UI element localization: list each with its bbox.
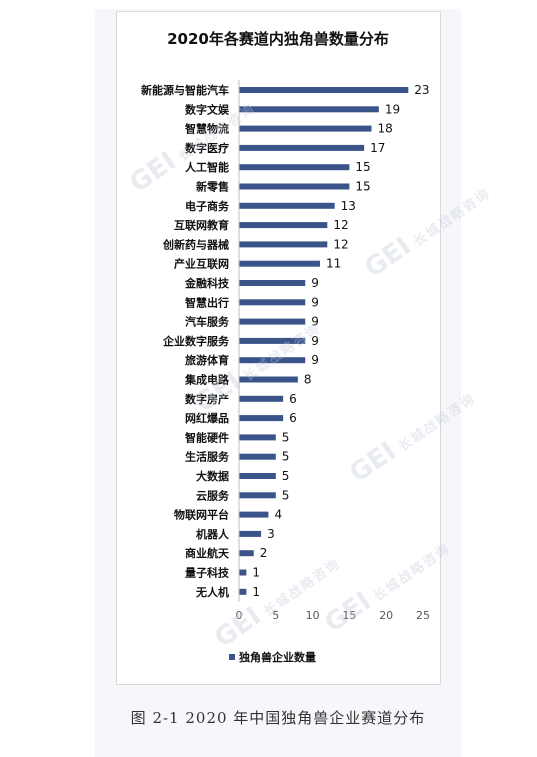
bar xyxy=(239,530,262,537)
figure-caption: 图 2-1 2020 年中国独角兽企业赛道分布 xyxy=(130,709,426,727)
category-label: 数字文娱 xyxy=(185,102,230,116)
data-label: 1 xyxy=(252,566,260,580)
data-label: 5 xyxy=(282,469,290,483)
category-label: 无人机 xyxy=(195,585,229,599)
bar xyxy=(239,473,276,479)
data-label: 9 xyxy=(311,295,319,309)
bar xyxy=(239,280,306,286)
data-label: 1 xyxy=(252,585,260,599)
category-label: 新零售 xyxy=(196,180,229,194)
data-label: 9 xyxy=(311,315,319,329)
bar xyxy=(239,453,276,460)
category-label: 生活服务 xyxy=(185,450,230,464)
category-label: 智能硬件 xyxy=(185,430,229,444)
category-label: 产业互联网 xyxy=(174,257,229,271)
bar xyxy=(239,222,328,229)
data-label: 2 xyxy=(260,546,268,560)
bar xyxy=(239,569,247,576)
category-label: 金融科技 xyxy=(184,276,230,290)
bar xyxy=(239,164,350,171)
x-tick-label: 20 xyxy=(379,609,393,622)
category-label: 企业数字服务 xyxy=(162,334,230,348)
data-label: 23 xyxy=(414,83,429,97)
data-label: 11 xyxy=(326,257,341,271)
category-label: 云服务 xyxy=(196,488,230,502)
category-label: 人工智能 xyxy=(185,160,229,174)
bar xyxy=(239,144,365,151)
bar xyxy=(239,241,328,248)
category-label: 数字房产 xyxy=(185,392,229,406)
x-tick-label: 15 xyxy=(342,609,356,622)
bar xyxy=(239,299,306,306)
category-label: 电子商务 xyxy=(185,199,230,213)
bar xyxy=(239,588,247,595)
data-label: 5 xyxy=(282,450,290,464)
category-label: 互联网教育 xyxy=(174,218,229,232)
data-label: 19 xyxy=(385,102,400,116)
category-label: 大数据 xyxy=(196,469,229,483)
x-tick-label: 0 xyxy=(236,609,243,622)
data-label: 9 xyxy=(311,334,319,348)
data-label: 4 xyxy=(274,508,282,522)
data-label: 17 xyxy=(370,141,385,155)
bar xyxy=(239,415,284,422)
bar xyxy=(239,106,379,113)
category-label: 汽车服务 xyxy=(185,315,230,329)
legend-swatch xyxy=(229,654,235,660)
category-label: 智慧物流 xyxy=(185,122,229,136)
data-label: 9 xyxy=(311,353,319,367)
data-label: 12 xyxy=(333,218,348,232)
category-label: 网红爆品 xyxy=(185,411,229,425)
data-label: 18 xyxy=(377,122,392,136)
bar xyxy=(239,511,269,518)
category-label: 物联网平台 xyxy=(174,508,229,522)
x-tick-label: 5 xyxy=(272,609,279,622)
data-label: 9 xyxy=(311,276,319,290)
data-label: 6 xyxy=(289,392,297,406)
bar xyxy=(239,337,306,344)
x-axis: 0 5 10 15 20 25 xyxy=(236,80,430,622)
bar xyxy=(239,357,306,364)
category-label: 量子科技 xyxy=(185,566,230,580)
category-label: 智慧出行 xyxy=(185,295,229,309)
category-label: 集成电路 xyxy=(184,373,230,387)
data-label: 6 xyxy=(289,411,297,425)
bar xyxy=(239,183,350,190)
data-label: 13 xyxy=(341,199,356,213)
bar xyxy=(239,492,276,499)
bar xyxy=(239,125,372,132)
legend: 独角兽企业数量 xyxy=(229,650,316,664)
bar xyxy=(239,87,409,93)
data-label: 15 xyxy=(355,180,370,194)
category-label: 新能源与智能汽车 xyxy=(141,83,229,97)
category-label: 商业航天 xyxy=(185,546,230,560)
data-label: 8 xyxy=(304,373,312,387)
category-label: 机器人 xyxy=(196,527,230,541)
bar xyxy=(239,376,298,383)
bar xyxy=(239,318,306,325)
data-label: 5 xyxy=(282,488,290,502)
data-label: 12 xyxy=(333,237,348,251)
data-label: 3 xyxy=(267,527,275,541)
data-label: 15 xyxy=(355,160,370,174)
bar xyxy=(239,434,276,441)
bar xyxy=(239,395,284,402)
category-label: 旅游体育 xyxy=(185,353,229,367)
bar xyxy=(239,260,320,267)
legend-label: 独角兽企业数量 xyxy=(238,650,316,664)
x-tick-label: 25 xyxy=(416,609,430,622)
data-label: 5 xyxy=(282,430,290,444)
bar xyxy=(239,202,335,209)
figure-frame xyxy=(116,11,441,685)
chart-title: 2020年各赛道内独角兽数量分布 xyxy=(167,30,389,48)
x-tick-label: 10 xyxy=(306,609,320,622)
bar xyxy=(239,550,254,557)
category-label: 数字医疗 xyxy=(185,141,229,155)
category-label: 创新药与器械 xyxy=(162,237,229,251)
